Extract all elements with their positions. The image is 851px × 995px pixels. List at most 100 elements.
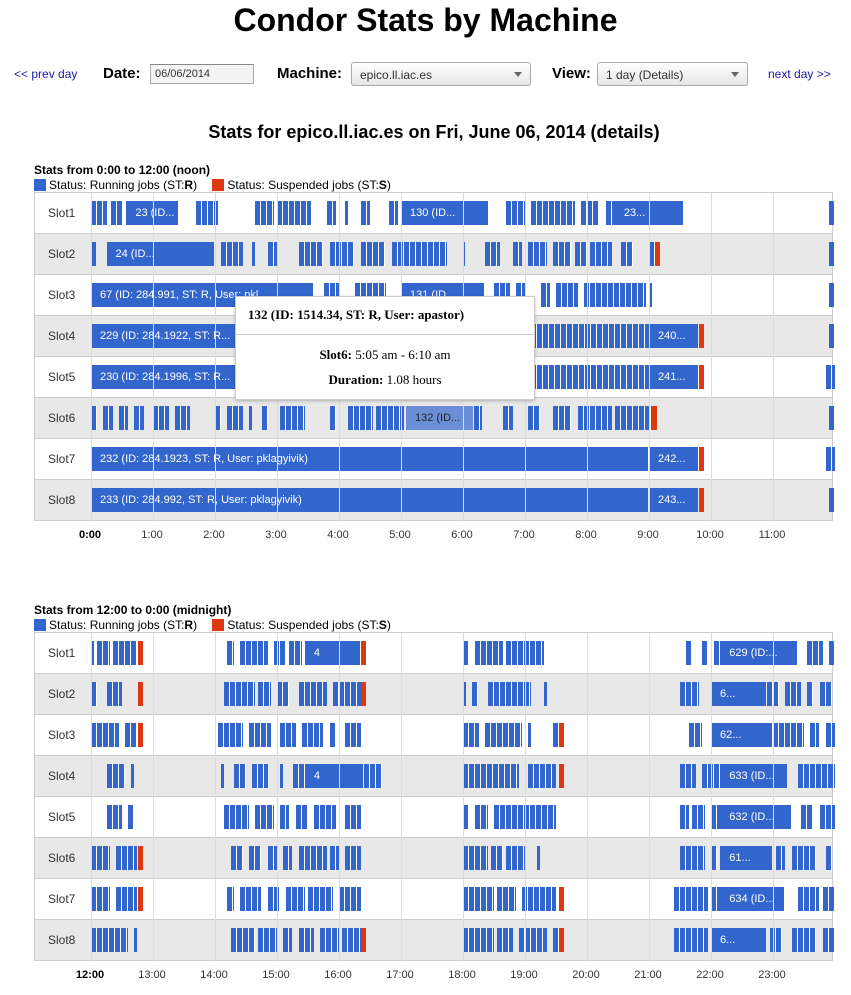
job-bar[interactable] xyxy=(227,887,234,911)
job-bar[interactable] xyxy=(255,201,274,225)
suspended-job-bar[interactable] xyxy=(652,406,658,430)
job-bar[interactable] xyxy=(91,682,98,706)
suspended-job-bar[interactable] xyxy=(559,723,565,747)
job-bar-labeled[interactable]: 23 (ID... xyxy=(126,201,179,225)
suspended-job-bar[interactable] xyxy=(698,447,704,471)
job-bar[interactable] xyxy=(277,201,312,225)
job-bar[interactable] xyxy=(230,846,243,870)
prev-day-link[interactable]: << prev day xyxy=(14,67,78,81)
machine-select[interactable]: epico.ll.iac.es xyxy=(351,62,531,86)
job-bar[interactable] xyxy=(329,846,339,870)
job-bar[interactable] xyxy=(506,846,525,870)
job-bar[interactable] xyxy=(280,805,290,829)
view-select[interactable]: 1 day (Details) xyxy=(597,62,748,86)
job-bar[interactable] xyxy=(463,764,519,788)
job-bar[interactable] xyxy=(115,846,138,870)
suspended-job-bar[interactable] xyxy=(137,887,143,911)
job-bar[interactable] xyxy=(298,682,327,706)
job-bar[interactable] xyxy=(91,846,110,870)
job-bar[interactable] xyxy=(286,887,305,911)
job-bar[interactable] xyxy=(825,365,835,389)
suspended-job-bar[interactable] xyxy=(360,641,366,665)
job-bar[interactable] xyxy=(769,928,783,952)
job-bar[interactable] xyxy=(701,764,721,788)
suspended-job-bar[interactable] xyxy=(655,242,661,266)
job-bar[interactable] xyxy=(329,723,336,747)
job-bar-labeled[interactable]: 241... xyxy=(649,365,698,389)
job-bar[interactable] xyxy=(91,406,98,430)
job-bar[interactable] xyxy=(825,447,835,471)
job-bar[interactable] xyxy=(463,682,467,706)
job-bar[interactable] xyxy=(258,928,277,952)
job-bar[interactable] xyxy=(680,682,699,706)
job-bar[interactable] xyxy=(701,641,708,665)
job-bar[interactable] xyxy=(463,928,494,952)
job-bar[interactable] xyxy=(825,846,832,870)
job-bar[interactable] xyxy=(91,887,110,911)
job-bar[interactable] xyxy=(807,682,814,706)
job-bar[interactable] xyxy=(463,641,468,665)
suspended-job-bar[interactable] xyxy=(137,641,143,665)
job-bar[interactable] xyxy=(215,406,222,430)
job-bar[interactable] xyxy=(540,283,550,307)
job-bar[interactable] xyxy=(766,682,780,706)
job-bar[interactable] xyxy=(552,406,572,430)
suspended-job-bar[interactable] xyxy=(360,682,366,706)
job-bar[interactable] xyxy=(153,406,169,430)
job-bar[interactable] xyxy=(308,887,333,911)
job-bar-labeled[interactable]: 67 (ID: 284.991, ST: R, User: pkl... xyxy=(91,283,314,307)
job-bar[interactable] xyxy=(252,242,256,266)
job-bar[interactable] xyxy=(528,764,556,788)
job-bar[interactable] xyxy=(828,641,835,665)
job-bar[interactable] xyxy=(773,723,804,747)
job-bar[interactable] xyxy=(475,641,504,665)
job-bar[interactable] xyxy=(111,201,122,225)
job-bar[interactable] xyxy=(692,805,705,829)
job-bar[interactable] xyxy=(680,805,690,829)
job-bar-labeled[interactable]: 233 (ID: 284.992, ST: R, User: pklagyivi… xyxy=(91,488,648,512)
job-bar-labeled[interactable]: 61... xyxy=(720,846,772,870)
job-bar[interactable] xyxy=(537,846,541,870)
job-bar-labeled[interactable]: 130 (ID... xyxy=(401,201,489,225)
job-bar[interactable] xyxy=(249,406,253,430)
job-bar[interactable] xyxy=(252,764,268,788)
job-bar[interactable] xyxy=(503,406,513,430)
job-bar[interactable] xyxy=(298,928,315,952)
job-bar[interactable] xyxy=(91,641,95,665)
job-bar[interactable] xyxy=(577,406,612,430)
suspended-job-bar[interactable] xyxy=(559,887,565,911)
job-bar[interactable] xyxy=(819,682,832,706)
job-bar[interactable] xyxy=(574,242,587,266)
job-bar[interactable] xyxy=(828,283,835,307)
job-bar[interactable] xyxy=(515,283,525,307)
job-bar-labeled[interactable]: 629 (ID:... xyxy=(720,641,797,665)
job-bar[interactable] xyxy=(711,846,718,870)
job-bar-labeled[interactable]: 633 (ID... xyxy=(720,764,788,788)
job-bar[interactable] xyxy=(131,764,135,788)
job-bar[interactable] xyxy=(822,928,835,952)
job-bar[interactable] xyxy=(711,887,721,911)
job-bar[interactable] xyxy=(342,928,361,952)
job-bar[interactable] xyxy=(543,682,547,706)
job-bar[interactable] xyxy=(267,846,277,870)
job-bar-labeled[interactable]: 4 xyxy=(304,764,363,788)
job-bar[interactable] xyxy=(484,242,501,266)
job-bar[interactable] xyxy=(233,764,246,788)
date-input[interactable] xyxy=(150,64,254,84)
suspended-job-bar[interactable] xyxy=(559,764,565,788)
job-bar[interactable] xyxy=(822,887,835,911)
job-bar-labeled[interactable]: 4 xyxy=(304,641,360,665)
job-bar[interactable] xyxy=(680,764,696,788)
job-bar[interactable] xyxy=(261,406,268,430)
job-bar[interactable] xyxy=(605,201,615,225)
job-bar[interactable] xyxy=(249,846,262,870)
job-bar[interactable] xyxy=(614,406,653,430)
job-bar[interactable] xyxy=(339,682,361,706)
job-bar[interactable] xyxy=(348,406,374,430)
job-bar[interactable] xyxy=(828,201,835,225)
job-bar[interactable] xyxy=(791,928,817,952)
job-bar[interactable] xyxy=(360,201,370,225)
job-bar[interactable] xyxy=(680,846,705,870)
job-bar[interactable] xyxy=(689,723,702,747)
job-bar[interactable] xyxy=(785,682,801,706)
